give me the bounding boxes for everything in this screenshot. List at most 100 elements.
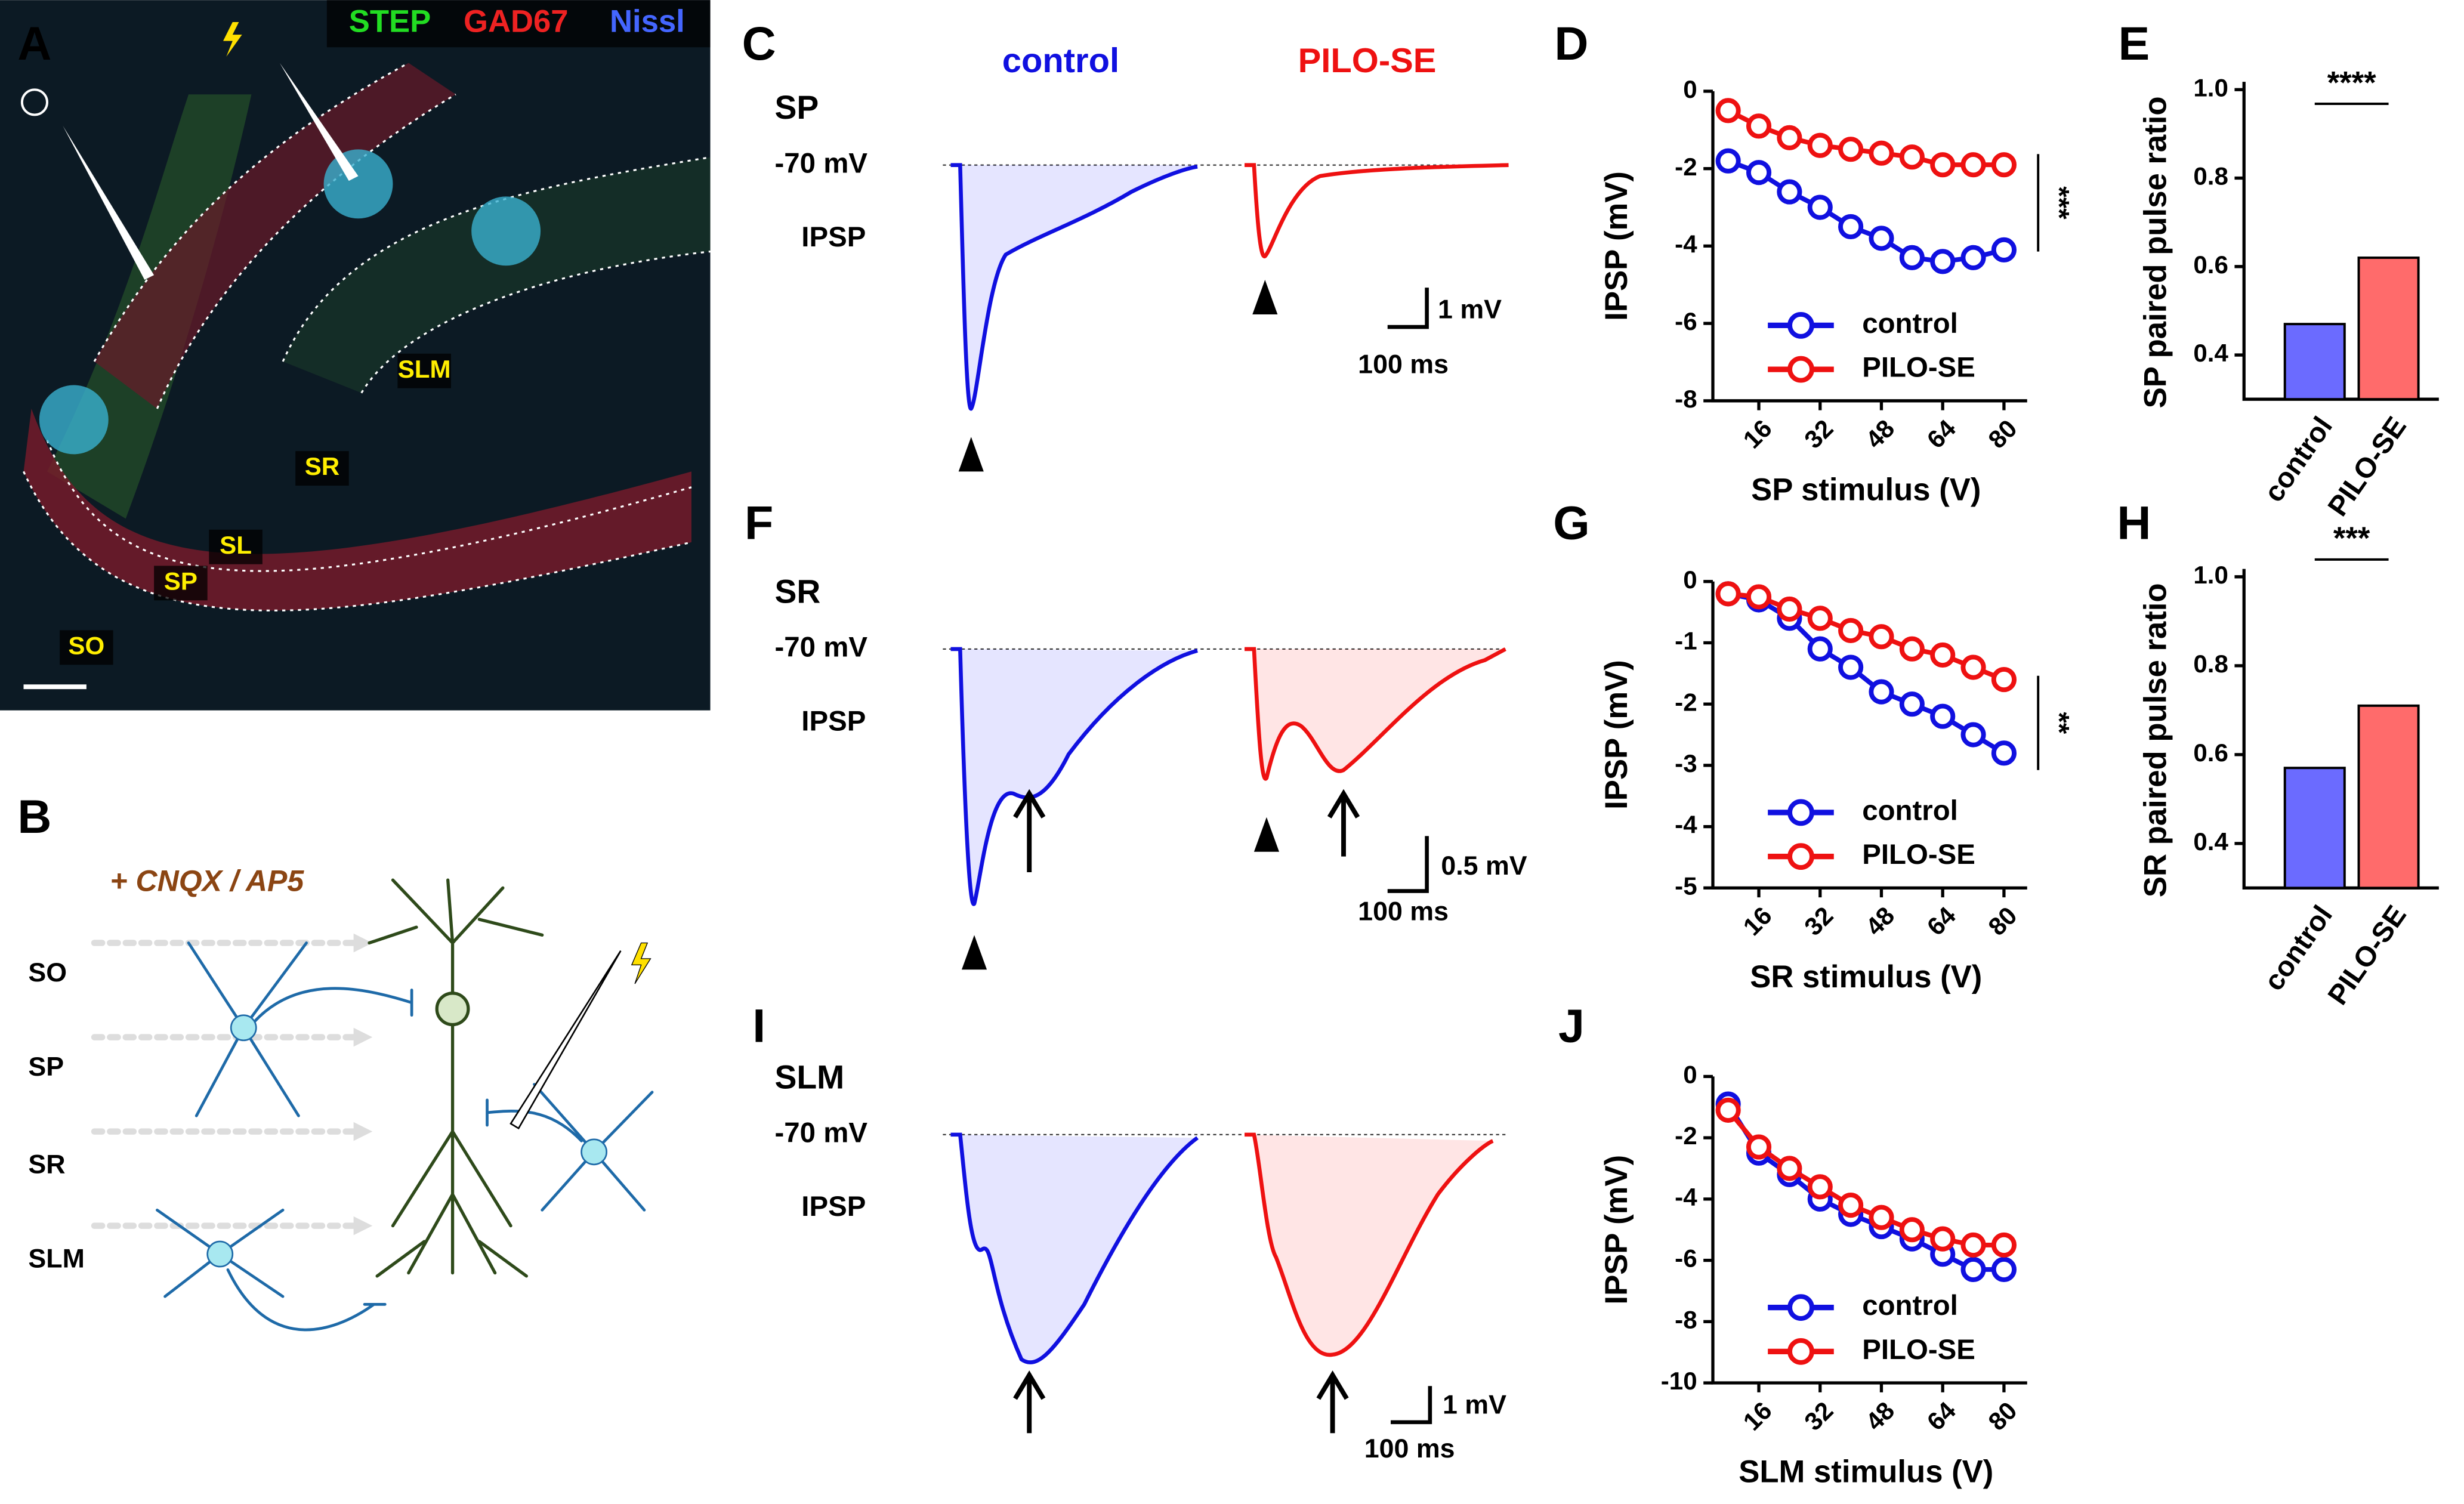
bolt <box>631 942 651 984</box>
series-line <box>1726 1108 2004 1247</box>
y-tick-label: 1.0 <box>2193 561 2228 589</box>
condition-label: control <box>1002 42 1119 80</box>
channel-label: Nissl <box>610 4 685 39</box>
layer-label: SP <box>28 1052 64 1082</box>
response-label: IPSP <box>801 705 866 737</box>
panel-letter: A <box>17 17 51 70</box>
arrowheads <box>958 280 1280 970</box>
legend-marker <box>1787 356 1814 383</box>
data-point <box>1777 596 1802 622</box>
y-tick-label: -6 <box>1675 307 1697 335</box>
trace <box>950 1132 1199 1364</box>
label-bg <box>209 529 263 564</box>
data-point <box>1777 1156 1802 1181</box>
scale-y-label: 1 mV <box>1443 1389 1506 1419</box>
y-tick-label: 0.8 <box>2193 162 2228 190</box>
arrow <box>1327 789 1360 857</box>
layer-label: SO <box>28 958 67 987</box>
x-tick-label: 16 <box>1737 1396 1777 1435</box>
baseline-label: -70 mV <box>775 147 868 179</box>
channel-label: STEP <box>349 4 431 39</box>
legend-label: PILO-SE <box>1862 1334 1975 1366</box>
label-bg <box>295 451 349 486</box>
data-point <box>1899 691 1925 717</box>
y-tick-label: 0.6 <box>2193 739 2228 767</box>
panel-letter: I <box>752 999 765 1052</box>
series-line <box>1728 591 2005 682</box>
arrow <box>1013 789 1046 872</box>
series-line <box>1727 591 2005 755</box>
stat-annotation: *** <box>2043 186 2074 220</box>
label-bg <box>154 566 208 601</box>
x-axis-label: SP stimulus (V) <box>1751 472 1981 507</box>
layer-outline <box>23 62 711 612</box>
y-tick-label: 0 <box>1683 1061 1697 1089</box>
layer-label: SLM <box>398 355 451 383</box>
stim-site <box>471 196 541 266</box>
data-point <box>1991 237 2017 262</box>
bar <box>2357 257 2420 401</box>
panel-letter: G <box>1553 496 1589 549</box>
legend-marker <box>1787 312 1814 339</box>
response-label: IPSP <box>801 221 866 253</box>
panel-letter: E <box>2119 17 2150 70</box>
data-point <box>1960 654 1986 680</box>
legend-marker <box>1787 799 1814 826</box>
y-tick-label: 1.0 <box>2193 73 2228 101</box>
data-point <box>1899 636 1925 662</box>
trace-fill <box>1245 1134 1493 1355</box>
data-point <box>1930 1226 1956 1252</box>
tissue <box>283 157 711 393</box>
x-tick-label: 32 <box>1799 1396 1838 1435</box>
x-tick-label: 64 <box>1922 1396 1962 1436</box>
data-point <box>1930 703 1956 729</box>
layer-label: SL <box>220 531 252 559</box>
y-tick-label: -5 <box>1675 872 1697 900</box>
x-axis-label: SR stimulus (V) <box>1750 959 1982 995</box>
legend-label: control <box>1862 795 1958 826</box>
channel-label: GAD67 <box>464 4 569 39</box>
trace <box>950 163 1198 411</box>
baseline-label: -70 mV <box>775 1117 868 1148</box>
legend-label: control <box>1862 308 1958 339</box>
scale-bar <box>1387 836 1429 893</box>
trace-fill <box>950 1134 1198 1363</box>
layer-label: SP <box>164 567 197 595</box>
y-tick-label: -4 <box>1675 230 1697 258</box>
scale-x-label: 100 ms <box>1358 350 1449 379</box>
panel-letter: H <box>2117 496 2151 549</box>
data-point <box>1960 1232 1986 1258</box>
legend-label: PILO-SE <box>1862 352 1975 384</box>
x-tick-label: 48 <box>1860 1396 1900 1435</box>
x-tick-label: 64 <box>1922 901 1962 941</box>
panel-letter: D <box>1554 17 1588 70</box>
micrograph: STEP GAD67 Nissl <box>0 0 711 711</box>
data-point <box>1960 245 1986 270</box>
trace <box>1245 647 1506 781</box>
traces: control PILO-SE <box>943 42 1509 1434</box>
pyramidal-cell <box>368 878 544 1278</box>
bar <box>2283 323 2346 401</box>
y-tick-label: -4 <box>1675 1183 1697 1211</box>
panel-letter: C <box>742 17 776 70</box>
data-point <box>1991 667 2017 693</box>
y-axis-label: IPSP (mV) <box>1599 171 1634 321</box>
x-tick-label: 80 <box>1983 1396 2022 1435</box>
scale-y-label: 1 mV <box>1438 295 1502 325</box>
label-bg <box>60 630 113 665</box>
y-axis-label: IPSP (mV) <box>1599 1155 1634 1305</box>
data-point <box>1777 125 1802 150</box>
stim-site <box>39 385 109 455</box>
label-bg <box>397 353 451 388</box>
x-tick-label: 64 <box>1922 414 1962 454</box>
baseline-label: -70 mV <box>775 632 868 663</box>
data-point <box>1838 617 1864 643</box>
x-tick-label: 32 <box>1799 901 1838 941</box>
series-line <box>1727 158 2005 264</box>
bolt <box>223 22 242 57</box>
data-point <box>1838 214 1864 240</box>
x-tick-label: 80 <box>1983 414 2022 453</box>
trace <box>950 647 1198 906</box>
